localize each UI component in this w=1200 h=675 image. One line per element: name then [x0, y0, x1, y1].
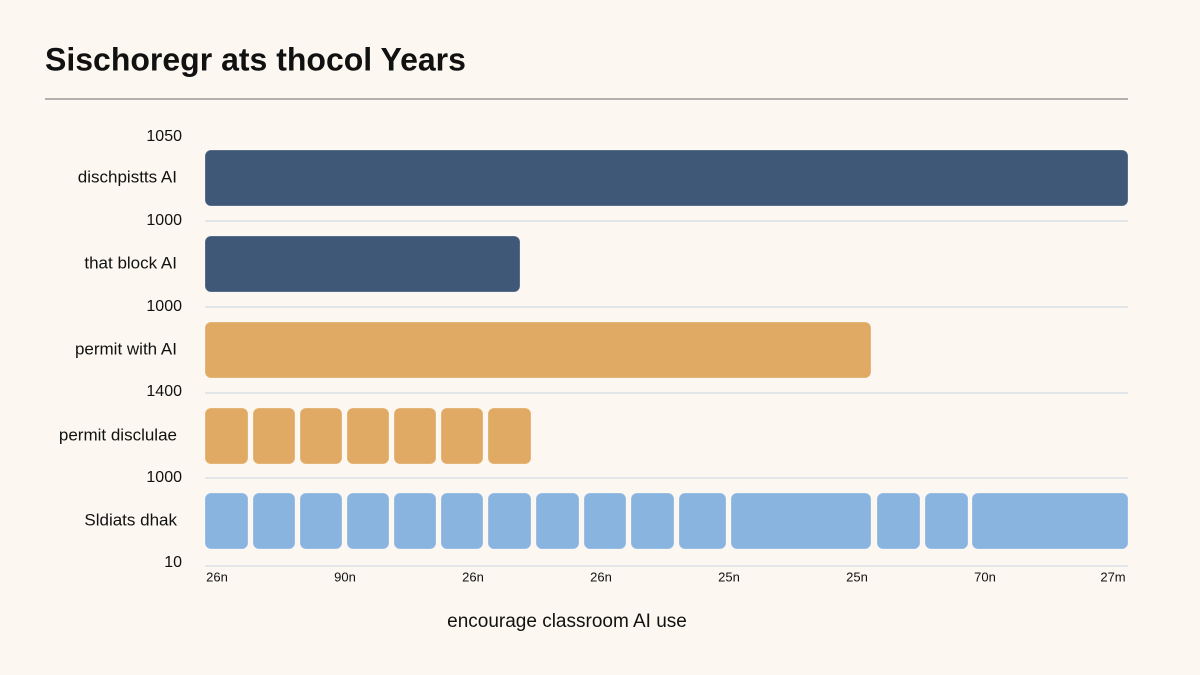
- bar-segment: [299, 492, 343, 550]
- bar-segment: [204, 235, 521, 293]
- bar-segment: [487, 407, 532, 465]
- bar-segment: [876, 492, 921, 550]
- x-tick-label: 27m: [1100, 569, 1125, 584]
- bar-segment: [393, 492, 437, 550]
- row-label: Sldiats dhak: [84, 510, 177, 529]
- row-label: that block AI: [84, 253, 177, 272]
- bar-segment: [924, 492, 969, 550]
- x-tick-label: 26n: [206, 569, 228, 584]
- bar-segment: [630, 492, 675, 550]
- bar-segment: [204, 407, 249, 465]
- row-label: permit disclulae: [59, 425, 177, 444]
- bar-segment: [440, 492, 484, 550]
- x-tick-label: 26n: [590, 569, 612, 584]
- x-axis-title: encourage classroom AI use: [447, 611, 687, 632]
- bar-segment: [204, 492, 249, 550]
- bar-segment: [535, 492, 580, 550]
- y-tick-label: 1000: [146, 298, 182, 315]
- x-tick-label: 90n: [334, 569, 356, 584]
- bar-segment: [583, 492, 627, 550]
- y-tick-label: 1000: [146, 212, 182, 229]
- bar-segment: [487, 492, 532, 550]
- y-tick-label: 1050: [146, 128, 182, 145]
- bar-segment: [730, 492, 872, 550]
- bar-segment: [678, 492, 727, 550]
- row-label: dischpistts AI: [78, 167, 177, 186]
- bar-segment: [393, 407, 437, 465]
- bar-segment: [204, 149, 1129, 207]
- bar-segment: [204, 321, 872, 379]
- chart-title: Sischoregr ats thocol Years: [45, 41, 466, 77]
- x-tick-label: 25n: [846, 569, 868, 584]
- bar-segment: [971, 492, 1129, 550]
- bar-segment: [299, 407, 343, 465]
- bar-segment: [440, 407, 484, 465]
- x-tick-label: 26n: [462, 569, 484, 584]
- bar-segment: [346, 492, 390, 550]
- x-tick-label: 70n: [974, 569, 996, 584]
- bar-segment: [346, 407, 390, 465]
- y-tick-label: 1000: [146, 469, 182, 486]
- x-tick-label: 25n: [718, 569, 740, 584]
- y-tick-label: 1400: [146, 383, 182, 400]
- y-tick-label: 10: [164, 554, 182, 571]
- bar-segment: [252, 492, 296, 550]
- bar-segment: [252, 407, 296, 465]
- row-label: permit with AI: [75, 339, 177, 358]
